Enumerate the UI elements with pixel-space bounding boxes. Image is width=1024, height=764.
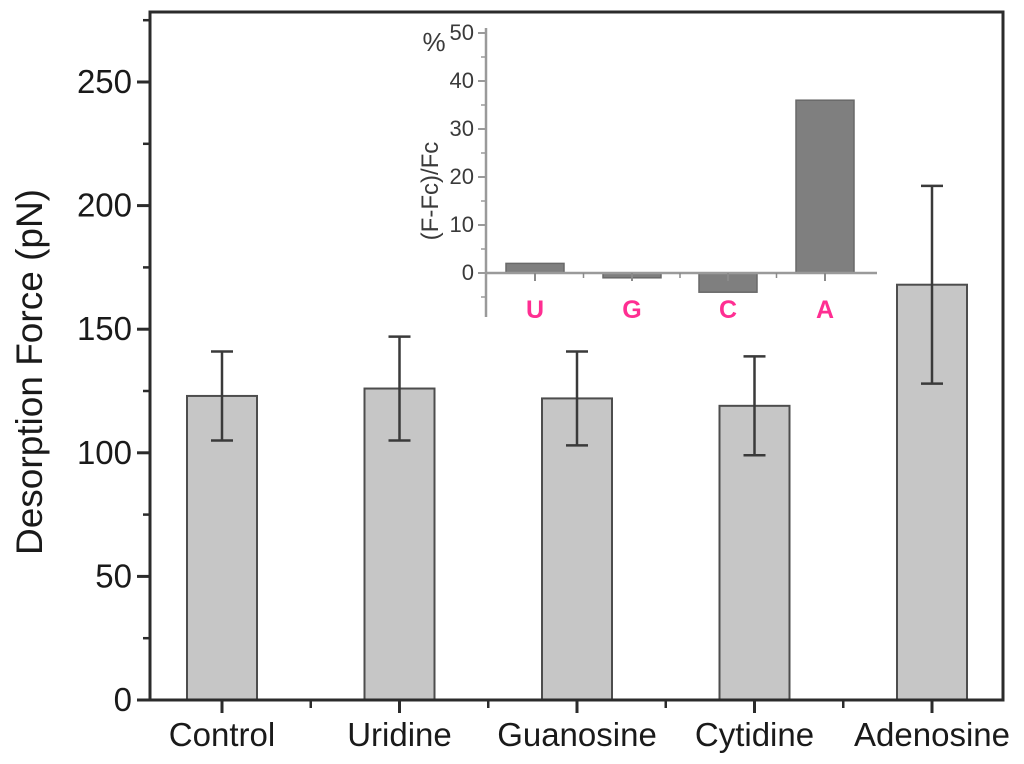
inset-bar-a: [795, 99, 855, 274]
inset-y-axis-title: (F-Fc)/Fc: [417, 142, 444, 241]
bar-cytidine: [718, 404, 791, 701]
category-label-control: Control: [169, 716, 275, 753]
category-label-cytidine: Cytidine: [695, 716, 814, 753]
inset-y-tick-label: 10: [450, 212, 474, 237]
inset-y-tick-label: 20: [450, 164, 474, 189]
plot-frame: [148, 10, 1005, 702]
inset-category-label-a: A: [816, 296, 834, 324]
y-tick-label: 0: [114, 681, 132, 718]
inset-y-tick-label: 0: [462, 260, 474, 285]
bar-control: [186, 394, 258, 701]
inset-percent-label: %: [422, 27, 445, 57]
y-tick-label: 100: [77, 434, 132, 471]
inset-y-tick-label: 30: [450, 116, 474, 141]
y-tick-label: 150: [77, 310, 132, 347]
category-label-adenosine: Adenosine: [854, 716, 1010, 753]
inset-chart: 0 10 20 30 40 50% (F-Fc)/Fc U G C A: [417, 20, 877, 324]
inset-y-tick-label: 50: [450, 20, 474, 45]
y-axis-title: Desorption Force (pN): [9, 189, 50, 555]
inset-y-tick-label: 40: [450, 68, 474, 93]
inset-category-label-g: G: [622, 296, 641, 324]
category-label-uridine: Uridine: [347, 716, 452, 753]
category-label-guanosine: Guanosine: [497, 716, 657, 753]
inset-category-label-u: U: [526, 296, 544, 324]
inset-bar-u: [505, 262, 565, 274]
y-tick-label: 200: [77, 187, 132, 224]
y-tick-label: 50: [95, 557, 132, 594]
y-tick-label: 250: [77, 63, 132, 100]
inset-category-label-c: C: [719, 296, 737, 324]
